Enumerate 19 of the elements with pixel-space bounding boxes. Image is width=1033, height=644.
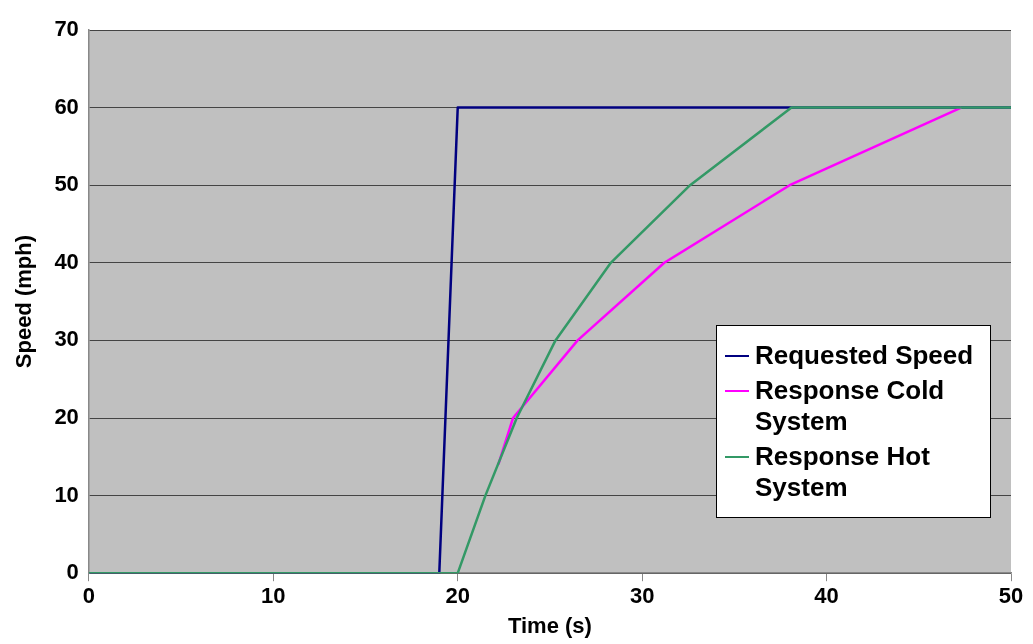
y-tick-label: 20 [54,404,79,430]
y-tick-label: 10 [54,481,79,507]
y-axis-title: Speed (mph) [11,234,37,369]
legend-label: Requested Speed [755,340,974,372]
x-tick-label: 0 [82,583,95,609]
y-tick-label: 60 [54,93,79,119]
y-tick-label: 50 [54,171,79,197]
y-tick-label: 0 [66,559,79,585]
x-tick-label: 30 [629,583,655,609]
y-tick-label: 40 [54,248,79,274]
legend-label: Response Hot System [755,441,931,504]
y-tick-label: 70 [54,16,79,42]
y-tick-label: 30 [54,326,79,352]
x-tick-label: 20 [445,583,470,609]
x-tick-label: 40 [814,583,839,609]
x-tick-label: 10 [261,583,286,609]
legend-label: Response Cold System [755,375,946,438]
x-tick-label: 50 [998,583,1024,609]
x-axis-title: Time (s) [507,612,592,638]
